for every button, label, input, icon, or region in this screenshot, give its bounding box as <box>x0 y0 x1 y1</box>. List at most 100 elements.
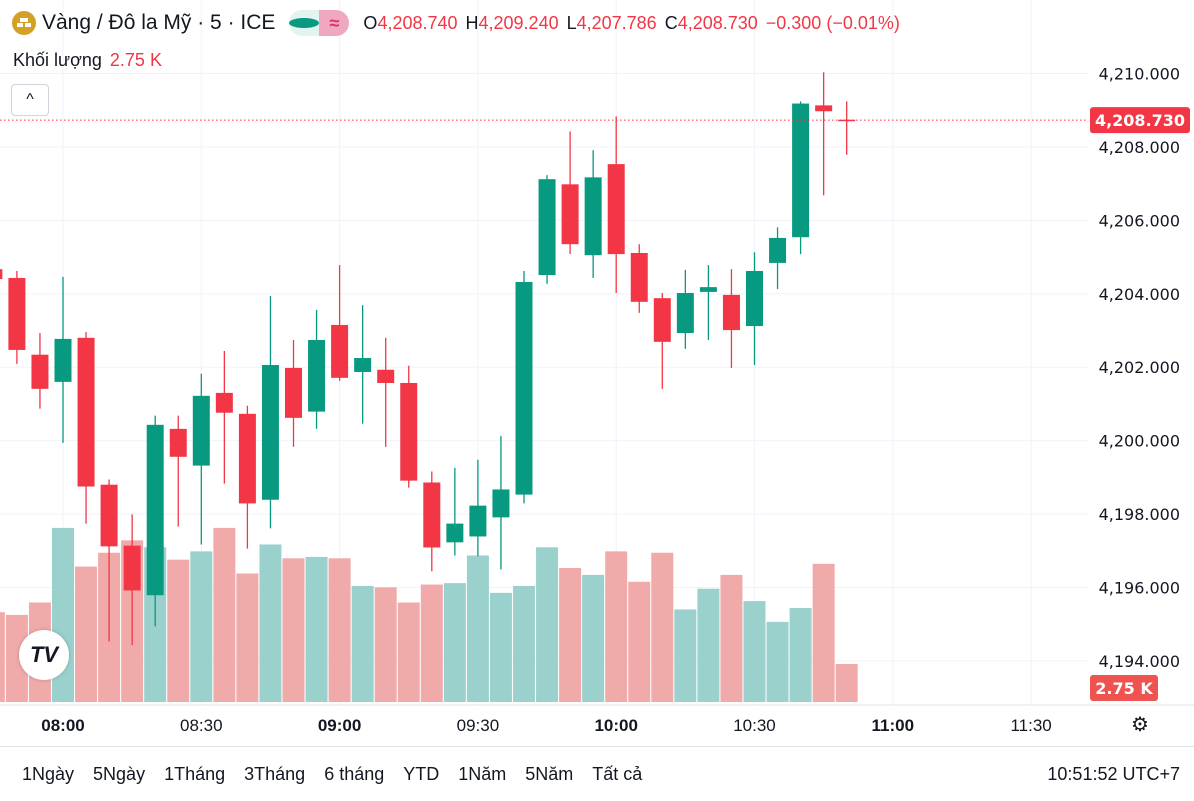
x-tick-label: 11:00 <box>872 716 915 735</box>
candle-body <box>354 358 372 372</box>
y-tick-label: 4,196.000 <box>1099 579 1180 598</box>
candle-body <box>538 179 556 276</box>
volume-bar <box>743 601 766 702</box>
settings-icon[interactable]: ⚙ <box>1131 714 1149 736</box>
volume-bar <box>282 558 305 702</box>
range-7[interactable]: 5Năm <box>525 764 574 784</box>
symbol-title[interactable]: Vàng / Đô la Mỹ · 5 · ICE <box>42 11 276 34</box>
last-price-label: 4,208.730 <box>1095 111 1185 130</box>
open-value: O4,208.740 <box>363 12 458 33</box>
candle-body <box>192 395 210 466</box>
volume-bar <box>374 587 397 702</box>
candle-body <box>584 177 602 256</box>
candle-body <box>492 489 510 518</box>
volume-bar <box>697 588 720 702</box>
candle-body <box>423 482 441 548</box>
volume-bar <box>236 573 259 702</box>
volume-bar <box>5 614 28 702</box>
range-2[interactable]: 1Tháng <box>164 764 226 784</box>
volume-bar <box>213 527 236 702</box>
range-8[interactable]: Tất cả <box>592 764 643 784</box>
candle-body <box>285 367 302 418</box>
symbol-header: Vàng / Đô la Mỹ · 5 · ICE ≈ O4,208.740 H… <box>12 10 900 36</box>
gold-bars-icon <box>12 11 36 35</box>
candle-body <box>215 392 233 413</box>
tradingview-logo[interactable]: TV <box>19 630 69 680</box>
last-price-badge <box>1090 107 1190 134</box>
candle-body <box>676 293 694 334</box>
range-0[interactable]: 1Ngày <box>22 764 75 784</box>
price-chart[interactable]: 4,210.000 4,208.000 4,206.000 4,204.000 4,20… <box>0 0 1194 746</box>
y-tick-label: 4,200.000 <box>1099 432 1180 451</box>
range-6[interactable]: 1Năm <box>458 764 507 784</box>
candle-body <box>699 287 717 292</box>
volume-bar <box>536 547 559 702</box>
volume-bar <box>167 559 190 702</box>
volume-bar <box>443 583 466 702</box>
candle-body <box>792 103 810 238</box>
collapse-legend-button[interactable]: ^ <box>11 84 49 116</box>
candle-body <box>77 337 95 487</box>
candle-body <box>838 119 856 122</box>
y-tick-label: 4,208.000 <box>1099 138 1180 157</box>
candle-body <box>0 269 3 280</box>
y-tick-label: 4,210.000 <box>1099 64 1180 83</box>
x-tick-label: 09:00 <box>318 716 361 735</box>
y-tick-label: 4,206.000 <box>1099 211 1180 230</box>
volume-bar <box>628 581 651 702</box>
approx-icon: ≈ <box>319 10 350 36</box>
volume-bar <box>259 544 282 702</box>
candle-body <box>561 184 579 245</box>
candle-body <box>331 324 349 378</box>
volume-bar <box>513 585 535 702</box>
volume-bar <box>397 602 420 702</box>
y-tick-label: 4,202.000 <box>1099 358 1180 377</box>
volume-bar <box>835 663 858 702</box>
candle-body <box>261 364 279 500</box>
volume-bar <box>75 566 98 702</box>
y-tick-label: 4,194.000 <box>1099 652 1180 671</box>
candle-body <box>722 294 740 331</box>
candle-body <box>238 413 256 504</box>
high-value: H4,209.240 <box>465 12 559 33</box>
volume-bar <box>766 621 789 702</box>
volume-bar <box>328 558 351 702</box>
volume-legend: Khối lượng 2.75 K <box>13 50 162 70</box>
x-tick-label: 11:30 <box>1010 716 1051 735</box>
volume-bar <box>420 584 443 702</box>
candle-body <box>746 270 763 327</box>
x-tick-label: 08:00 <box>41 716 84 735</box>
change-value: −0.300 (−0.01%) <box>765 12 900 33</box>
candle-body <box>8 277 26 350</box>
volume-bar <box>190 551 213 702</box>
candle-body <box>515 282 533 495</box>
x-tick-label: 09:30 <box>457 716 500 735</box>
volume-bar <box>582 574 605 702</box>
candle-body <box>123 545 141 591</box>
candle-body <box>446 523 464 543</box>
range-3[interactable]: 3Tháng <box>244 764 306 784</box>
range-1[interactable]: 5Ngày <box>93 764 146 784</box>
close-value: C4,208.730 <box>664 12 758 33</box>
range-4[interactable]: 6 tháng <box>324 764 385 784</box>
candle-body <box>308 340 326 412</box>
y-tick-label: 4,198.000 <box>1099 505 1180 524</box>
candle-body <box>31 354 49 389</box>
volume-bar <box>605 551 628 702</box>
volume-bar <box>305 556 328 702</box>
candle-body <box>469 505 487 537</box>
range-5[interactable]: YTD <box>403 764 440 784</box>
volume-bar <box>0 612 5 702</box>
candle-body <box>54 338 72 382</box>
candle-body <box>653 298 671 342</box>
x-tick-label: 08:30 <box>180 716 223 735</box>
volume-bar <box>812 563 835 702</box>
candle-body <box>769 237 787 263</box>
candle-body <box>630 252 648 302</box>
candle-body <box>146 424 164 596</box>
candle-body <box>607 164 625 255</box>
candle-body <box>400 382 418 481</box>
market-status-pill[interactable]: ≈ <box>289 10 350 36</box>
y-tick-label: 4,204.000 <box>1099 285 1180 304</box>
clock[interactable]: 10:51:52 UTC+7 <box>1047 764 1180 784</box>
